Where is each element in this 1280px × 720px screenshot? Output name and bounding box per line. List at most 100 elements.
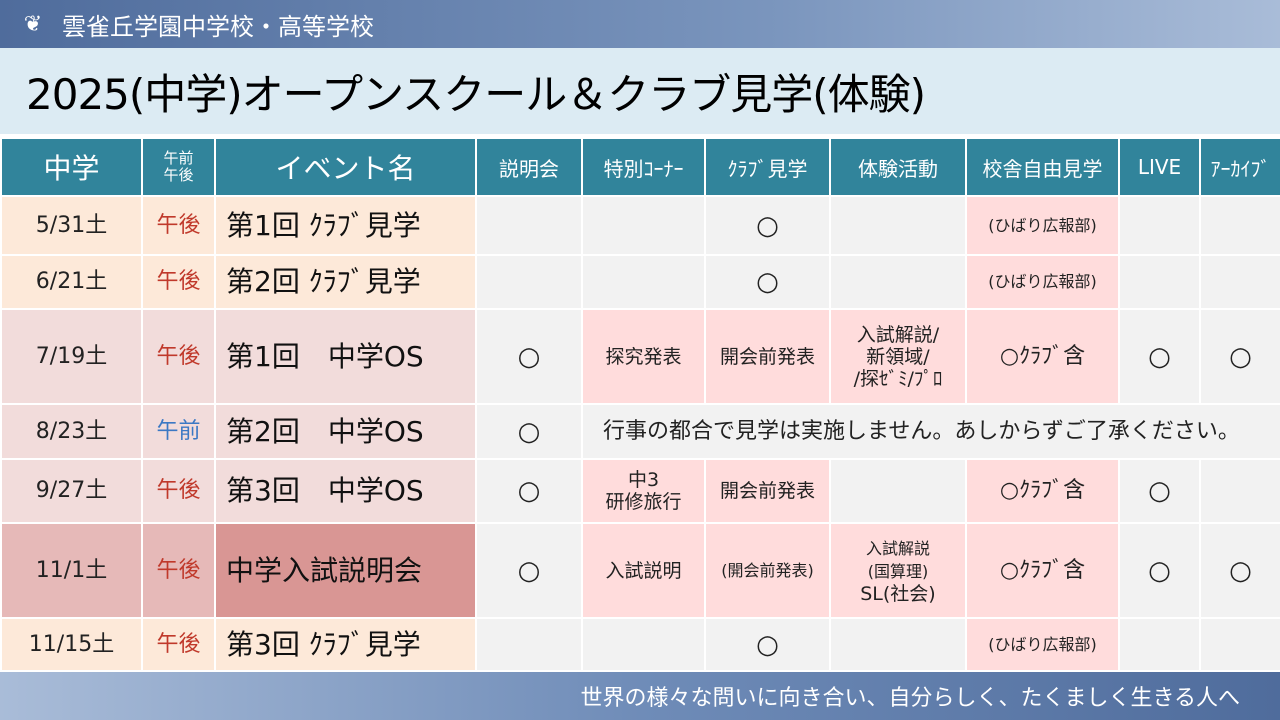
table-row: 11/15土 午後 第3回 ｸﾗﾌﾞ見学 ○ (ひばり広報部) [0,617,1280,672]
live-cell: ○ [1118,308,1201,405]
special-cell: 探究発表 [581,308,706,405]
club-cell: ○ [704,195,831,256]
briefing-cell [475,254,583,310]
archive-cell [1199,617,1280,672]
date: 11/15土 [0,617,143,672]
campus-cell: (ひばり広報部) [965,254,1120,310]
briefing-cell: ○ [475,308,583,405]
archive-cell: ○ [1199,308,1280,405]
event-name: 第1回 ｸﾗﾌﾞ見学 [214,195,477,256]
footer-bar: 世界の様々な問いに向き合い、自分らしく、たくましく生きる人へ [0,672,1280,720]
table-row: 6/21土 午後 第2回 ｸﾗﾌﾞ見学 ○ (ひばり広報部) [0,254,1280,310]
event-name: 第2回 ｸﾗﾌﾞ見学 [214,254,477,310]
page-title: 2025(中学)オープンスクール＆クラブ見学(体験) [26,69,926,119]
notice-cell: 行事の都合で見学は実施しません。あしからずご了承ください。 [581,403,1280,460]
event-name: 第1回 中学OS [214,308,477,405]
col-header-special: 特別ｺｰﾅｰ [581,137,706,197]
briefing-cell: ○ [475,522,583,619]
archive-cell: ○ [1199,522,1280,619]
live-cell [1118,617,1201,672]
archive-cell [1199,254,1280,310]
ampm: 午後 [141,308,216,405]
experience-line: 新領域/ [866,345,930,368]
archive-cell [1199,195,1280,256]
date: 5/31土 [0,195,143,256]
ampm: 午後 [141,195,216,256]
date: 7/19土 [0,308,143,405]
live-cell: ○ [1118,458,1201,524]
experience-cell [829,617,967,672]
campus-cell: ○ｸﾗﾌﾞ含 [965,458,1120,524]
experience-cell [829,458,967,524]
experience-line: SL(社会) [860,582,936,605]
table-row: 9/27土 午後 第3回 中学OS ○ 中3 研修旅行 開会前発表 ○ｸﾗﾌﾞ含 … [0,458,1280,524]
special-line: 中3 [627,469,660,491]
top-bar: ❦ 雲雀丘学園中学校・高等学校 [0,0,1280,48]
club-cell: ○ [704,617,831,672]
col-header-live: LIVE [1118,137,1201,197]
ampm: 午後 [141,254,216,310]
campus-cell: (ひばり広報部) [965,195,1120,256]
school-logo-icon: ❦ [23,11,43,37]
experience-line: /探ｾﾞﾐ/ﾌﾟﾛ [853,367,943,390]
event-name: 中学入試説明会 [214,522,477,619]
briefing-cell [475,617,583,672]
campus-cell: ○ｸﾗﾌﾞ含 [965,308,1120,405]
col-header-campus: 校舎自由見学 [965,137,1120,197]
col-header-ampm: 午前 午後 [141,137,216,197]
date: 11/1土 [0,522,143,619]
special-cell: 中3 研修旅行 [581,458,706,524]
ampm: 午後 [141,617,216,672]
event-name: 第3回 ｸﾗﾌﾞ見学 [214,617,477,672]
club-cell: 開会前発表 [704,308,831,405]
table-row: 11/1土 午後 中学入試説明会 ○ 入試説明 (開会前発表) 入試解説 (国算理… [0,522,1280,619]
special-cell [581,195,706,256]
briefing-cell: ○ [475,403,583,460]
table-row: 7/19土 午後 第1回 中学OS ○ 探究発表 開会前発表 入試解説/新領域/… [0,308,1280,405]
special-line: 研修旅行 [605,491,682,513]
col-header-archive: ｱｰｶｲﾌﾞ [1199,137,1280,197]
experience-cell [829,195,967,256]
special-cell: 入試説明 [581,522,706,619]
event-name: 第2回 中学OS [214,403,477,460]
col-header-junior: 中学 [0,137,143,197]
experience-cell: 入試解説/新領域//探ｾﾞﾐ/ﾌﾟﾛ [829,308,967,405]
ampm: 午後 [141,458,216,524]
table-row: 5/31土 午後 第1回 ｸﾗﾌﾞ見学 ○ (ひばり広報部) [0,195,1280,256]
event-name: 第3回 中学OS [214,458,477,524]
ampm: 午後 [141,522,216,619]
club-cell: (開会前発表) [704,522,831,619]
col-header-experience: 体験活動 [829,137,967,197]
experience-cell: 入試解説 (国算理) SL(社会) [829,522,967,619]
table-header-row: 中学 午前 午後 イベント名 説明会 特別ｺｰﾅｰ ｸﾗﾌﾞ見学 体験活動 校舎自… [0,137,1280,197]
special-cell [581,617,706,672]
live-cell [1118,254,1201,310]
col-header-pm: 午後 [163,166,194,184]
archive-cell [1199,458,1280,524]
date: 9/27土 [0,458,143,524]
special-cell [581,254,706,310]
campus-cell: ○ｸﾗﾌﾞ含 [965,522,1120,619]
club-cell: ○ [704,254,831,310]
experience-line: (国算理) [867,561,929,581]
date: 6/21土 [0,254,143,310]
briefing-cell [475,195,583,256]
col-header-briefing: 説明会 [475,137,583,197]
ampm: 午前 [141,403,216,460]
school-motto: 世界の様々な問いに向き合い、自分らしく、たくましく生きる人へ [580,686,1240,711]
col-header-event: イベント名 [214,137,477,197]
date: 8/23土 [0,403,143,460]
title-bar: 2025(中学)オープンスクール＆クラブ見学(体験) [0,48,1280,134]
school-name: 雲雀丘学園中学校・高等学校 [62,12,374,41]
live-cell: ○ [1118,522,1201,619]
campus-cell: (ひばり広報部) [965,617,1120,672]
briefing-cell: ○ [475,458,583,524]
experience-cell [829,254,967,310]
live-cell [1118,195,1201,256]
col-header-am: 午前 [163,149,194,167]
schedule-table: 中学 午前 午後 イベント名 説明会 特別ｺｰﾅｰ ｸﾗﾌﾞ見学 体験活動 校舎自… [0,137,1280,672]
col-header-club: ｸﾗﾌﾞ見学 [704,137,831,197]
experience-line: 入試解説 [865,538,930,558]
experience-line: 入試解説/ [856,323,940,346]
club-cell: 開会前発表 [704,458,831,524]
